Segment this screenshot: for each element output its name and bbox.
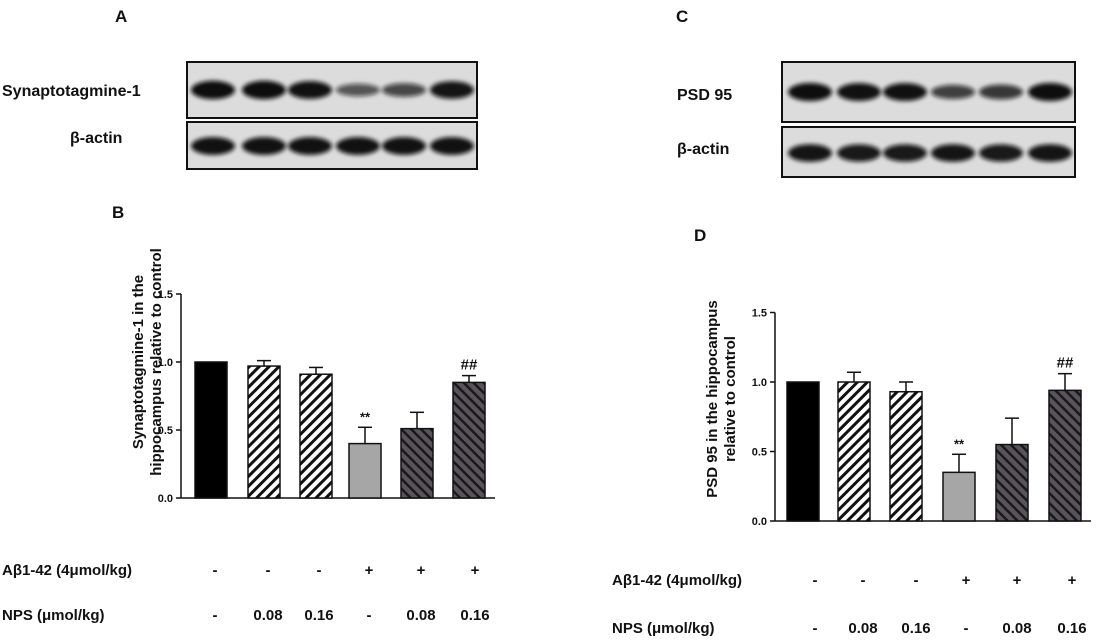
chart-d-bar-6 <box>1048 389 1082 522</box>
bar-chart-b: Synaptotagmine-1 in the hippocampus rela… <box>2 248 495 624</box>
chart-d-annotation-6: ## <box>1057 355 1074 372</box>
chart-b-annotation-4: ** <box>360 409 371 424</box>
chart-d-condition-label-2: NPS (μmol/kg) <box>612 620 715 637</box>
chart-d-condition-value: + <box>1013 572 1022 589</box>
chart-b-condition-label-1: Aβ1-42 (4μmol/kg) <box>2 562 132 579</box>
blot-a-row2-label: β-actin <box>70 130 122 147</box>
blot-c-row2-label: β-actin <box>677 141 729 158</box>
chart-b-ytick-label: 1.0 <box>158 357 173 369</box>
chart-b-bar-6 <box>452 381 486 499</box>
chart-d-condition-value: - <box>861 572 866 589</box>
western-blot-c: PSD 95 β-actin <box>677 61 1076 178</box>
chart-b-condition-value: + <box>471 562 480 579</box>
chart-d-condition-value: 0.08 <box>1002 620 1031 637</box>
blot-a-band-row2-lane1 <box>191 137 235 155</box>
chart-d-condition-value: - <box>914 572 919 589</box>
chart-b-bar-3 <box>299 373 333 499</box>
chart-d-ytick-label: 1.5 <box>752 308 767 320</box>
blot-a-band-row2-lane2 <box>242 137 286 155</box>
blot-a-band-row1-lane5 <box>382 83 426 97</box>
chart-b-ytick-label: 0.0 <box>158 493 173 505</box>
chart-b-condition-value: + <box>365 562 374 579</box>
chart-b-condition-value: - <box>213 562 218 579</box>
panel-label-c: C <box>676 7 688 26</box>
chart-b-bar-1 <box>194 361 228 499</box>
blot-a-band-row2-lane3 <box>288 137 332 155</box>
chart-b-bar-5 <box>400 427 434 499</box>
blot-a-band-row2-lane4 <box>336 137 380 155</box>
blot-a-band-row2-lane6 <box>430 137 474 155</box>
blot-a-band-row1-lane2 <box>242 80 286 100</box>
blot-a-band-row1-lane6 <box>430 81 474 99</box>
blot-a-band-row1-lane3 <box>288 81 332 99</box>
chart-d-ylabel-line2: relative to control <box>722 336 739 462</box>
chart-d-condition-value: - <box>813 620 818 637</box>
blot-c-band-row2-lane4 <box>931 144 975 162</box>
bar-chart-d: PSD 95 in the hippocampus relative to co… <box>612 300 1091 637</box>
western-blot-a: Synaptotagmine-1 β-actin <box>2 61 478 170</box>
chart-b-condition-value: 0.16 <box>304 607 333 624</box>
chart-b-ylabel-line1: Synaptotagmine-1 in the <box>130 275 147 449</box>
chart-d-condition-value: 0.08 <box>848 620 877 637</box>
panel-label-a: A <box>115 7 127 26</box>
chart-d-annotation-4: ** <box>954 436 965 451</box>
chart-b-condition-value: 0.08 <box>406 607 435 624</box>
chart-d-bar-3 <box>889 390 923 522</box>
chart-b-condition-value: + <box>417 562 426 579</box>
chart-d-bar-2 <box>837 381 871 522</box>
blot-c-band-row2-lane5 <box>979 144 1023 162</box>
blot-a-membrane-2 <box>186 121 478 170</box>
chart-b-condition-value: - <box>213 607 218 624</box>
chart-b-ytick-label: 1.5 <box>158 289 173 301</box>
chart-d-bar-5 <box>995 443 1029 522</box>
chart-b-condition-value: 0.16 <box>460 607 489 624</box>
chart-b-condition-value: - <box>367 607 372 624</box>
blot-c-band-row1-lane3 <box>883 83 927 101</box>
blot-c-band-row1-lane5 <box>979 84 1023 100</box>
blot-c-band-row1-lane1 <box>788 82 832 102</box>
chart-b-condition-value: 0.08 <box>253 607 282 624</box>
blot-c-row1-label: PSD 95 <box>677 87 732 104</box>
chart-d-ytick-label: 0.5 <box>752 447 767 459</box>
blot-c-band-row1-lane6 <box>1028 82 1072 102</box>
chart-d-bar-1 <box>786 381 820 522</box>
chart-d-condition-value: + <box>1068 572 1077 589</box>
chart-d-condition-label-1: Aβ1-42 (4μmol/kg) <box>612 572 742 589</box>
blot-a-band-row1-lane1 <box>191 80 235 100</box>
chart-d-ytick-label: 0.0 <box>752 516 767 528</box>
blot-c-band-row2-lane2 <box>837 144 881 162</box>
blot-c-band-row1-lane4 <box>931 84 975 100</box>
blot-c-band-row2-lane3 <box>883 144 927 162</box>
blot-a-row1-label: Synaptotagmine-1 <box>2 83 141 100</box>
chart-d-condition-value: + <box>962 572 971 589</box>
chart-d-ylabel-line1: PSD 95 in the hippocampus <box>704 300 721 498</box>
blot-c-band-row1-lane2 <box>837 83 881 101</box>
chart-d-condition-value: 0.16 <box>901 620 930 637</box>
blot-a-band-row1-lane4 <box>336 83 380 97</box>
chart-b-bar-4 <box>348 442 382 499</box>
chart-d-bar-4 <box>942 471 976 522</box>
blot-c-band-row2-lane1 <box>788 144 832 162</box>
chart-d-condition-value: - <box>964 620 969 637</box>
chart-b-ylabel-line2: hippocampus relative to control <box>148 248 165 476</box>
chart-b-annotation-6: ## <box>461 357 478 374</box>
chart-b-bar-2 <box>247 365 281 499</box>
blot-a-band-row2-lane5 <box>382 137 426 155</box>
chart-d-ytick-label: 1.0 <box>752 377 767 389</box>
chart-b-condition-label-2: NPS (μmol/kg) <box>2 607 105 624</box>
chart-d-condition-value: 0.16 <box>1057 620 1086 637</box>
panel-label-d: D <box>694 226 706 245</box>
chart-b-ytick-label: 0.5 <box>158 425 173 437</box>
panel-label-b: B <box>112 203 124 222</box>
chart-b-condition-value: - <box>266 562 271 579</box>
blot-c-band-row2-lane6 <box>1028 144 1072 162</box>
chart-d-condition-value: - <box>813 572 818 589</box>
chart-b-condition-value: - <box>317 562 322 579</box>
